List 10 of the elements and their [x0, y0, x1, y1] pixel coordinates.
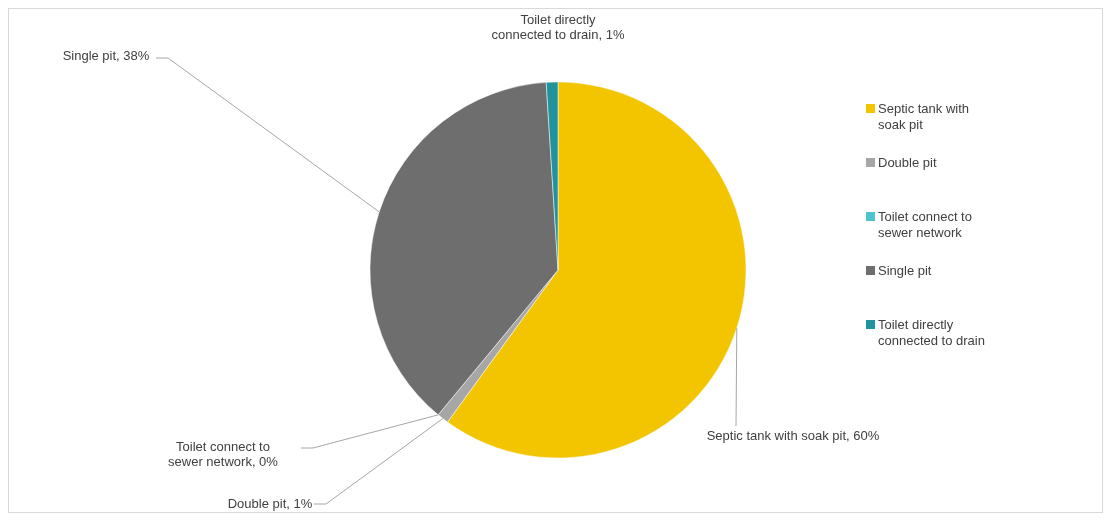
legend-label: Toilet connect to sewer network: [878, 209, 972, 240]
data-label: Double pit, 1%: [227, 496, 313, 511]
data-label: Single pit, 38%: [62, 48, 150, 63]
legend-label: Septic tank with soak pit: [878, 101, 970, 132]
legend-label: Double pit: [878, 155, 937, 170]
legend-label: Single pit: [878, 263, 932, 278]
data-label: Toilet directly connected to drain, 1%: [491, 12, 625, 42]
data-label: Septic tank with soak pit, 60%: [706, 428, 880, 443]
text: Toilet connect to sewer network, 0%: [168, 439, 278, 469]
legend-label: Toilet directly connected to drain: [878, 317, 985, 348]
